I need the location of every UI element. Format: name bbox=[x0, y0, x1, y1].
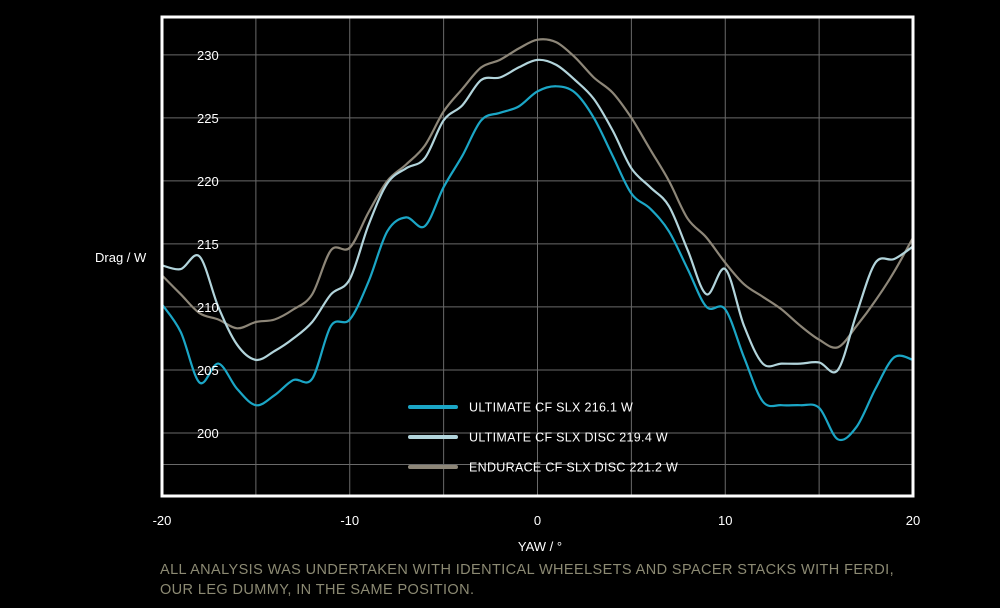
y-tick-label: 230 bbox=[197, 48, 219, 63]
chart-legend: ULTIMATE CF SLX 216.1 W ULTIMATE CF SLX D… bbox=[408, 401, 678, 475]
legend-label-3: ENDURACE CF SLX DISC 221.2 W bbox=[469, 461, 678, 475]
y-tick-label: 210 bbox=[197, 300, 219, 315]
y-axis-title: Drag / W bbox=[95, 250, 147, 265]
y-tick-label: 220 bbox=[197, 174, 219, 189]
footnote: ALL ANALYSIS WAS UNDERTAKEN WITH IDENTIC… bbox=[160, 560, 960, 600]
legend-label-2: ULTIMATE CF SLX DISC 219.4 W bbox=[469, 431, 668, 445]
y-tick-label: 200 bbox=[197, 426, 219, 441]
x-tick-label: 10 bbox=[718, 513, 732, 528]
tick-labels: -20 -10 0 10 20 200 205 210 215 220 225 230 bbox=[153, 48, 921, 528]
chart-series bbox=[161, 38, 914, 442]
x-tick-label: -20 bbox=[153, 513, 172, 528]
x-tick-label: 20 bbox=[906, 513, 920, 528]
x-tick-label: -10 bbox=[340, 513, 359, 528]
series-line-1 bbox=[161, 85, 914, 442]
x-tick-label: 0 bbox=[534, 513, 541, 528]
y-tick-label: 225 bbox=[197, 111, 219, 126]
footnote-line-2: OUR LEG DUMMY, IN THE SAME POSITION. bbox=[160, 582, 475, 598]
y-tick-label: 205 bbox=[197, 363, 219, 378]
x-axis-title: YAW / ° bbox=[518, 539, 562, 554]
legend-label-1: ULTIMATE CF SLX 216.1 W bbox=[469, 401, 633, 415]
series-line-2 bbox=[161, 58, 914, 374]
series-line-3 bbox=[161, 38, 914, 349]
footnote-line-1: ALL ANALYSIS WAS UNDERTAKEN WITH IDENTIC… bbox=[160, 562, 895, 578]
y-tick-label: 215 bbox=[197, 237, 219, 252]
plot-frame bbox=[160, 15, 915, 498]
chart-grid bbox=[161, 17, 914, 496]
